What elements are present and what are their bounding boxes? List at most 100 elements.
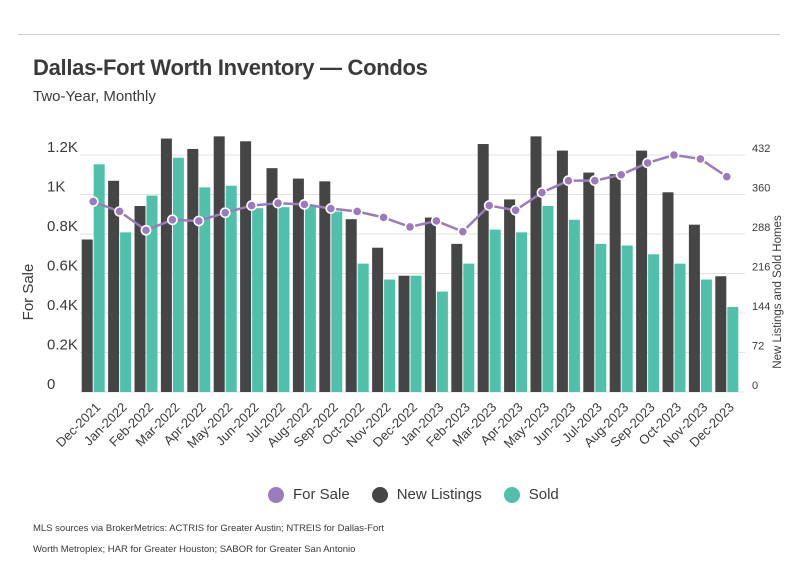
bar-sold	[384, 279, 396, 392]
point-for-sale	[589, 175, 601, 187]
bar-sold	[357, 263, 369, 392]
bar-new-listings	[477, 144, 489, 392]
point-for-sale	[563, 175, 574, 187]
bar-new-listings	[662, 192, 674, 392]
right-tick-label: 0	[752, 380, 758, 392]
bar-new-listings	[292, 178, 304, 392]
bar-new-listings	[160, 138, 172, 392]
left-tick-label: 0.2K	[47, 337, 78, 354]
right-tick-label: 288	[752, 222, 770, 234]
left-tick-label: 0.6K	[47, 258, 78, 275]
point-for-sale	[219, 207, 231, 219]
point-for-sale	[298, 198, 310, 210]
left-tick-label: 1K	[47, 179, 65, 196]
left-tick-label: 0.4K	[47, 297, 78, 314]
bar-sold	[516, 232, 528, 392]
chart-subtitle: Two-Year, Monthly	[33, 88, 156, 105]
bar-sold	[568, 219, 580, 392]
bar-new-listings	[715, 276, 727, 392]
bar-new-listings	[688, 224, 700, 392]
point-for-sale	[430, 215, 442, 227]
point-for-sale	[87, 196, 99, 208]
bar-new-listings	[451, 243, 463, 392]
point-for-sale	[536, 187, 548, 198]
point-for-sale	[642, 157, 653, 169]
source-note-line-1: MLS sources via BrokerMetrics: ACTRIS fo…	[33, 523, 385, 534]
bar-sold	[93, 164, 105, 392]
legend-item-sold: Sold	[503, 486, 559, 503]
bar-new-listings	[213, 136, 225, 392]
point-for-sale	[193, 215, 205, 227]
legend-item-for-sale: For Sale	[268, 486, 350, 503]
bar-sold	[621, 245, 633, 392]
chart-frame	[18, 34, 780, 564]
bar-sold	[463, 263, 475, 392]
bar-sold	[410, 275, 422, 392]
bar-new-listings	[398, 275, 410, 392]
bar-new-listings	[530, 136, 542, 392]
left-tick-label: 0	[47, 376, 55, 393]
left-tick-label: 1.2K	[47, 139, 78, 156]
dark-circle-icon	[371, 486, 388, 503]
bar-sold	[595, 243, 607, 392]
point-for-sale	[483, 200, 495, 211]
point-for-sale	[695, 153, 706, 165]
bar-new-listings	[504, 199, 516, 392]
bar-sold	[489, 229, 501, 392]
bar-new-listings	[240, 141, 252, 392]
bar-new-listings	[134, 206, 146, 392]
bar-sold	[542, 206, 554, 392]
bar-new-listings	[372, 247, 384, 392]
source-note-line-2: Worth Metroplex; HAR for Greater Houston…	[33, 544, 356, 555]
left-axis-title: For Sale	[20, 264, 37, 321]
legend-label-new-listings: New Listings	[396, 486, 482, 503]
bar-sold	[331, 211, 343, 392]
point-for-sale	[378, 212, 389, 223]
legend-label-sold: Sold	[528, 486, 559, 503]
purple-circle-icon	[268, 486, 284, 503]
point-for-sale	[246, 200, 257, 211]
bar-sold	[436, 291, 448, 392]
bar-sold	[172, 157, 184, 392]
chart-legend: For Sale New Listings Sold	[268, 486, 581, 503]
teal-circle-icon	[503, 486, 520, 503]
bar-new-listings	[108, 180, 120, 392]
bar-new-listings	[266, 168, 278, 392]
bar-new-listings	[583, 172, 595, 392]
bar-sold	[278, 207, 290, 392]
right-axis-title: New Listings and Sold Homes	[772, 215, 784, 369]
legend-label-for-sale: For Sale	[293, 486, 350, 503]
point-for-sale	[166, 214, 178, 226]
bar-new-listings	[319, 181, 331, 392]
point-for-sale	[351, 206, 363, 217]
bar-new-listings	[187, 148, 199, 392]
bar-sold	[252, 208, 264, 392]
bar-new-listings	[424, 217, 436, 392]
right-tick-label: 144	[752, 301, 770, 313]
left-tick-label: 0.8K	[47, 218, 78, 235]
bar-sold	[727, 306, 739, 392]
bar-sold	[648, 254, 660, 392]
bar-sold	[225, 185, 237, 392]
point-for-sale	[510, 204, 521, 216]
bar-sold	[304, 204, 316, 392]
right-tick-label: 216	[752, 262, 770, 274]
bar-sold	[199, 187, 211, 392]
point-for-sale	[721, 171, 733, 183]
bar-sold	[120, 232, 132, 392]
bar-new-listings	[609, 174, 621, 392]
right-tick-label: 360	[752, 183, 770, 195]
point-for-sale	[114, 206, 125, 217]
right-tick-label: 432	[752, 143, 770, 155]
bar-sold	[674, 263, 686, 392]
bar-sold	[146, 195, 158, 392]
bar-new-listings	[636, 150, 648, 392]
right-tick-label: 72	[752, 341, 764, 353]
point-for-sale	[272, 197, 284, 209]
bar-new-listings	[345, 219, 357, 392]
point-for-sale	[404, 221, 416, 233]
point-for-sale	[457, 226, 469, 238]
legend-item-new-listings: New Listings	[371, 486, 482, 503]
bar-sold	[700, 279, 712, 392]
